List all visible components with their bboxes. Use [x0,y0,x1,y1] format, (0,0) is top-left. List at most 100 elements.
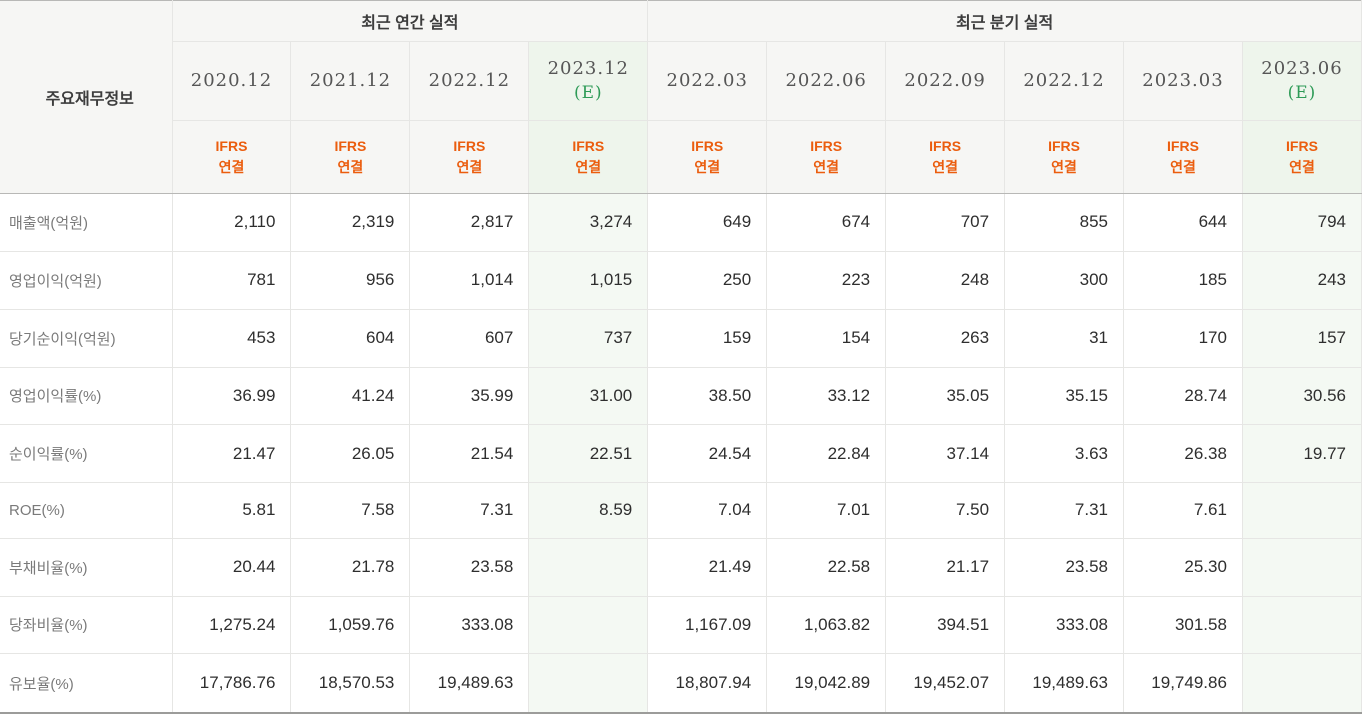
value-cell: 36.99 [171,366,292,426]
value-cell: 25.30 [1123,537,1243,597]
value-cell: 35.15 [1004,366,1124,426]
row-label: 당좌비율(%) [0,595,173,655]
value-cell: 2,817 [409,193,530,252]
value-cell: 37.14 [885,424,1006,484]
value-cell: 20.44 [171,537,292,597]
date-header: 2020.12 [171,41,292,121]
value-cell: 21.47 [171,424,292,484]
ifrs-header: IFRS 연결 [885,120,1006,194]
row-label: 순이익률(%) [0,424,173,484]
value-cell: 19,489.63 [409,653,530,714]
value-cell: 7.01 [766,482,887,539]
value-cell: 1,063.82 [766,595,887,655]
value-cell: 604 [290,308,411,368]
value-cell: 31 [1004,308,1124,368]
value-cell: 2,319 [290,193,411,252]
date-header-row: 2020.12 2021.12 2022.12 2023.12 (E) 2022.03 20… [0,41,1362,121]
row-label: 영업이익률(%) [0,366,173,426]
date-header: 2023.06 (E) [1241,41,1362,121]
value-cell: 22.84 [766,424,887,484]
value-cell: 21.78 [290,537,411,597]
value-cell: 5.81 [171,482,292,539]
value-cell: 19,489.63 [1004,653,1124,714]
estimate-mark: (E) [573,82,603,103]
date-header: 2022.03 [647,41,768,121]
table-row: 매출액(억원) 2,110 2,319 2,817 3,274 649 674 707 855 6… [0,193,1362,252]
value-cell: 7.61 [1123,482,1243,539]
value-cell: 26.05 [290,424,411,484]
ifrs-header: IFRS 연결 [171,120,292,194]
value-cell: 23.58 [409,537,530,597]
table-row: 영업이익(억원) 781 956 1,014 1,015 250 223 248 300 185 2… [0,250,1362,310]
value-cell: 707 [885,193,1006,252]
ifrs-header: IFRS 연결 [409,120,530,194]
value-cell: 170 [1123,308,1243,368]
value-cell: 243 [1241,250,1362,310]
value-cell: 737 [528,308,649,368]
value-cell: 7.31 [1004,482,1124,539]
value-cell: 35.99 [409,366,530,426]
value-cell: 24.54 [647,424,768,484]
row-label: 영업이익(억원) [0,250,173,310]
value-cell: 1,167.09 [647,595,768,655]
value-cell: 607 [409,308,530,368]
value-cell: 956 [290,250,411,310]
table-row: 영업이익률(%) 36.99 41.24 35.99 31.00 38.50 33.12 35… [0,366,1362,426]
table-row: 당좌비율(%) 1,275.24 1,059.76 333.08 1,167.09 1,0… [0,595,1362,655]
date-header: 2022.12 [1004,41,1124,121]
value-cell: 1,015 [528,250,649,310]
value-cell: 185 [1123,250,1243,310]
corner-label: 주요재무정보 [0,0,173,194]
value-cell [1241,537,1362,597]
value-cell: 30.56 [1241,366,1362,426]
value-cell: 19.77 [1241,424,1362,484]
value-cell: 7.58 [290,482,411,539]
value-cell [1241,595,1362,655]
table-header: 주요재무정보 최근 연간 실적 최근 분기 실적 2020.12 2021.12 2… [0,0,1362,194]
value-cell: 263 [885,308,1006,368]
value-cell: 3,274 [528,193,649,252]
value-cell: 28.74 [1123,366,1243,426]
value-cell [528,595,649,655]
value-cell [1241,653,1362,714]
value-cell: 7.50 [885,482,1006,539]
row-label: 당기순이익(억원) [0,308,173,368]
estimate-mark: (E) [1287,82,1317,103]
value-cell: 301.58 [1123,595,1243,655]
value-cell [1241,482,1362,539]
ifrs-header: IFRS 연결 [1241,120,1362,194]
value-cell: 3.63 [1004,424,1124,484]
table-row: ROE(%) 5.81 7.58 7.31 8.59 7.04 7.01 7.50 7.31 7.… [0,482,1362,539]
value-cell: 21.54 [409,424,530,484]
value-cell: 781 [171,250,292,310]
value-cell: 26.38 [1123,424,1243,484]
ifrs-header: IFRS 연결 [647,120,768,194]
row-label: ROE(%) [0,482,173,539]
value-cell: 8.59 [528,482,649,539]
row-label: 부채비율(%) [0,537,173,597]
value-cell: 22.51 [528,424,649,484]
value-cell: 2,110 [171,193,292,252]
value-cell: 18,807.94 [647,653,768,714]
ifrs-header: IFRS 연결 [1004,120,1124,194]
group-header-annual: 최근 연간 실적 [171,0,649,42]
value-cell: 21.17 [885,537,1006,597]
value-cell: 22.58 [766,537,887,597]
value-cell: 41.24 [290,366,411,426]
row-label: 매출액(억원) [0,193,173,252]
value-cell: 855 [1004,193,1124,252]
date-header: 2021.12 [290,41,411,121]
ifrs-header: IFRS 연결 [290,120,411,194]
value-cell: 794 [1241,193,1362,252]
value-cell [528,537,649,597]
value-cell: 223 [766,250,887,310]
value-cell: 300 [1004,250,1124,310]
ifrs-header: IFRS 연결 [766,120,887,194]
date-header: 2022.09 [885,41,1006,121]
table-row: 부채비율(%) 20.44 21.78 23.58 21.49 22.58 21.17 23.… [0,537,1362,597]
value-cell: 1,059.76 [290,595,411,655]
table-row: 당기순이익(억원) 453 604 607 737 159 154 263 31 170 157 [0,308,1362,368]
value-cell: 18,570.53 [290,653,411,714]
group-header-quarterly: 최근 분기 실적 [647,0,1362,42]
date-header: 2022.12 [409,41,530,121]
